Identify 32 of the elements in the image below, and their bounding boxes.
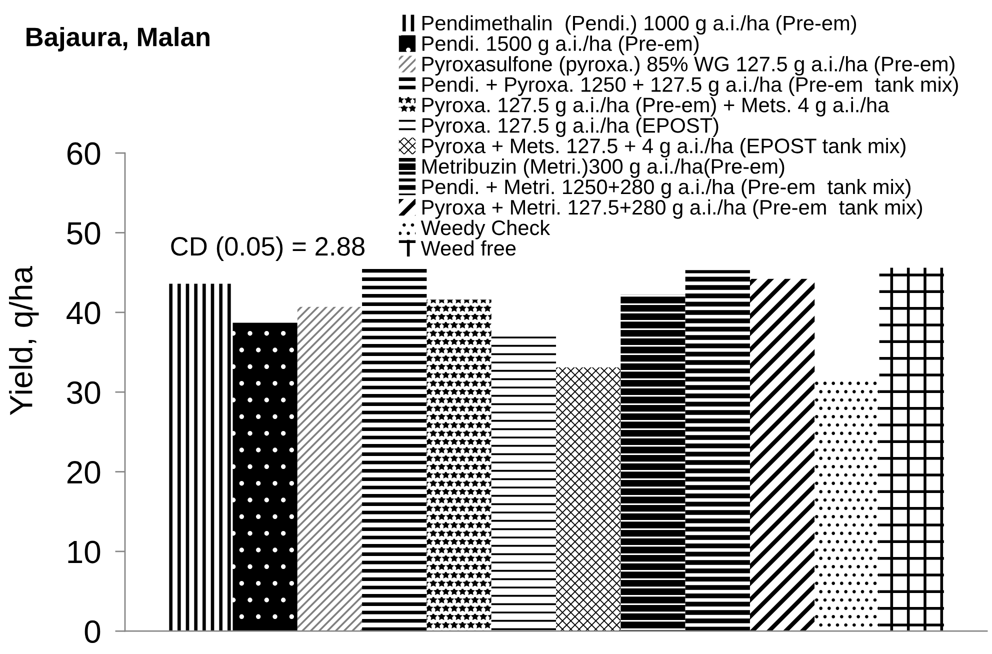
annotation: CD (0.05) = 2.88	[171, 236, 364, 261]
bar	[168, 284, 233, 632]
bar	[491, 333, 556, 632]
legend-label: Pyroxa + Metri. 127.5+280 g a.i./ha (Pre-em tank mix)	[422, 199, 922, 219]
y-axis-title: Yield, q/ha	[9, 266, 39, 416]
y-tick-label: 60	[67, 142, 100, 165]
legend-label: Pendi. + Metri. 1250+280 g a.i./ha (Pre-em tank mix)	[422, 178, 910, 198]
bar	[685, 270, 750, 632]
legend-label: Pendimethalin (Pendi.) 1000 g a.i./ha (Pre-em)	[422, 15, 856, 35]
bar	[297, 306, 362, 632]
chart-title: Bajaura, Malan	[26, 26, 210, 52]
bar	[232, 322, 298, 632]
legend-label: Pendi. + Pyroxa. 1250 + 127.5 g a.i./ha (Pre-em tank mix)	[422, 76, 958, 96]
y-tick-label: 40	[66, 302, 100, 324]
bar	[426, 300, 492, 632]
y-tick-label: 50	[67, 222, 100, 245]
y-tick-label: 10	[68, 540, 100, 564]
bar	[750, 278, 815, 632]
bar	[879, 268, 944, 632]
legend-label: Pendi. 1500 g a.i./ha (Pre-em)	[422, 36, 699, 56]
y-tick-label: 30	[67, 381, 100, 404]
bar	[620, 294, 686, 632]
legend-label: Pyroxa + Mets. 127.5 + 4 g a.i./ha (EPOST tank mix)	[422, 138, 906, 158]
legend-label: Pyroxa. 127.5 g a.i./ha (EPOST)	[422, 118, 718, 137]
legend-label: Weedy Check	[420, 220, 550, 240]
bar	[556, 367, 621, 632]
y-tick-label: 0	[84, 620, 100, 643]
legend-label: Weed free	[420, 240, 516, 256]
legend-label: Metribuzin (Metri.)300 g a.i./ha(Pre-em)	[422, 158, 784, 178]
legend-label: Pyroxasulfone (pyroxa.) 85% WG 127.5 g a.i./ha (Pre-em)	[422, 56, 954, 76]
y-tick-label: 20	[67, 461, 100, 484]
legend-label: Pyroxa. 127.5 g a.i./ha (Pre-em) + Mets. 4 g a.i./ha	[422, 97, 890, 116]
